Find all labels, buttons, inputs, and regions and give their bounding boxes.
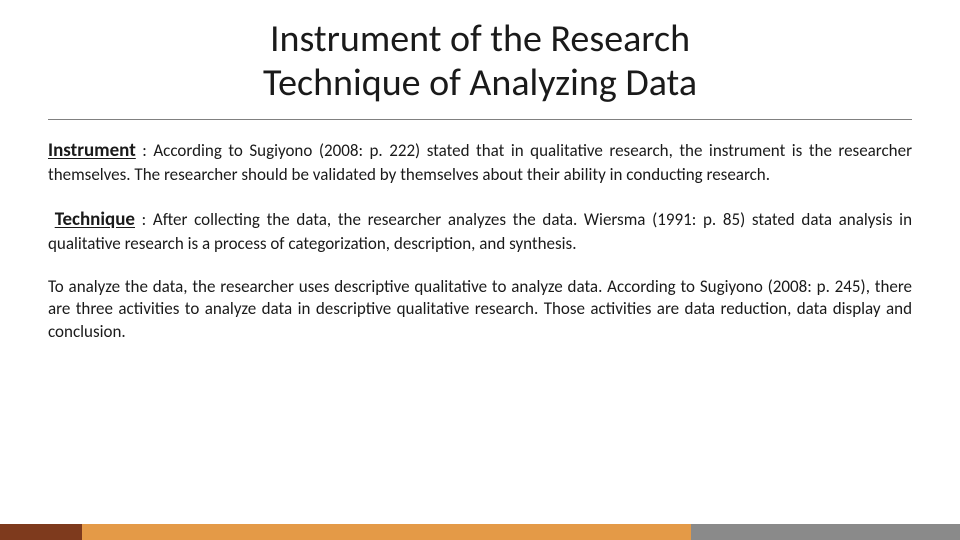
title-block: Instrument of the Research Technique of … bbox=[48, 18, 912, 105]
title-line-2: Technique of Analyzing Data bbox=[48, 62, 912, 106]
paragraph-instrument: Instrument : According to Sugiyono (2008… bbox=[48, 138, 912, 187]
text-instrument: : According to Sugiyono (2008: p. 222) s… bbox=[48, 140, 912, 185]
text-technique: : After collecting the data, the researc… bbox=[48, 209, 912, 254]
footer-accent-bar bbox=[0, 524, 960, 540]
body-text: Instrument : According to Sugiyono (2008… bbox=[48, 138, 912, 344]
text-analyze: To analyze the data, the researcher uses… bbox=[48, 276, 912, 343]
slide: Instrument of the Research Technique of … bbox=[0, 0, 960, 540]
paragraph-technique: Technique : After collecting the data, t… bbox=[48, 207, 912, 256]
footer-bar-mid bbox=[82, 524, 692, 540]
footer-bar-left bbox=[0, 524, 82, 540]
footer-bar-right bbox=[691, 524, 960, 540]
title-line-1: Instrument of the Research bbox=[48, 18, 912, 62]
lead-instrument: Instrument bbox=[48, 139, 136, 162]
lead-technique: Technique bbox=[55, 208, 135, 231]
paragraph-analyze: To analyze the data, the researcher uses… bbox=[48, 276, 912, 345]
title-underline bbox=[48, 119, 912, 120]
